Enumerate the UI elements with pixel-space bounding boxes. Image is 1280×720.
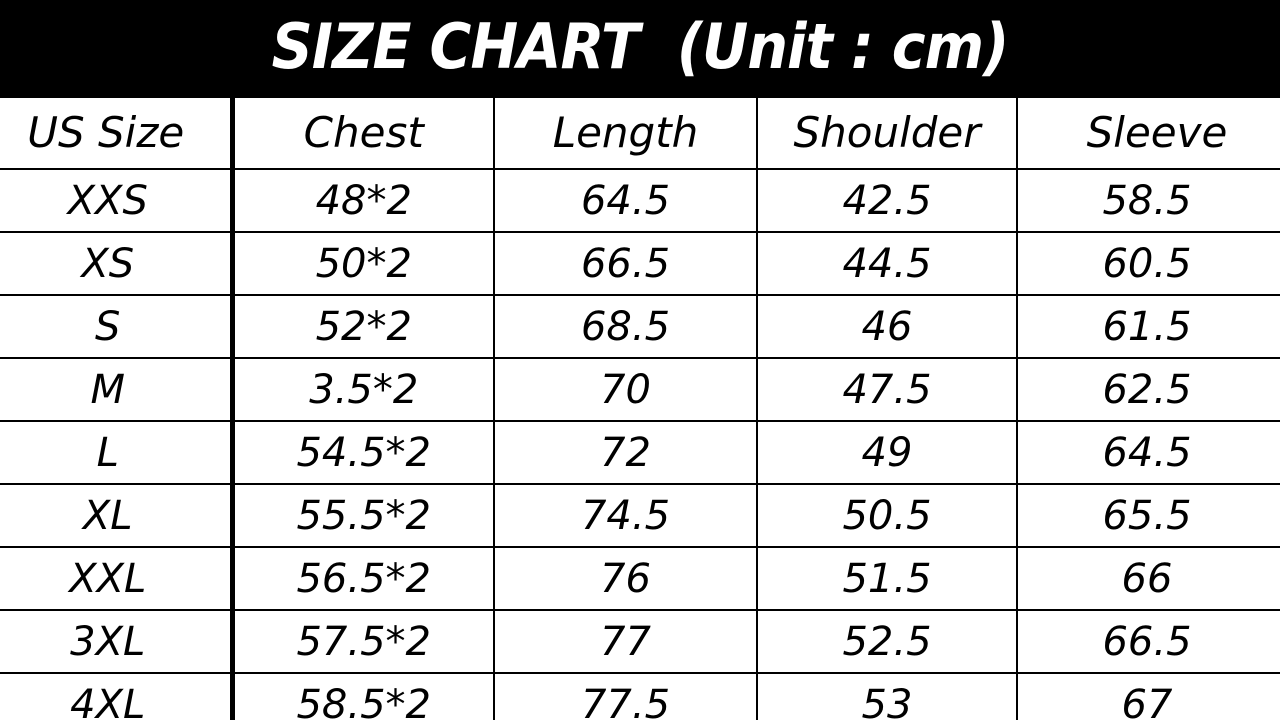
cell-shoulder: 47.5 [756,357,1017,422]
cell-us-size: L [0,420,235,485]
table-row: M 3.5*2 70 47.5 62.5 [0,357,1280,422]
table-header: US Size Chest Length Shoulder Sleeve [0,98,1280,170]
cell-length: 72 [493,420,757,485]
cell-chest: 50*2 [231,231,494,296]
cell-sleeve: 67 [1016,672,1280,720]
cell-chest: 52*2 [231,294,494,359]
cell-us-size: S [0,294,235,359]
column-header-us-size: US Size [0,98,235,170]
cell-length: 68.5 [493,294,757,359]
cell-us-size: XS [0,231,235,296]
cell-shoulder: 44.5 [756,231,1017,296]
column-header-chest: Chest [231,98,494,170]
cell-chest: 3.5*2 [231,357,494,422]
table-row: XS 50*2 66.5 44.5 60.5 [0,231,1280,296]
table-row: XXL 56.5*2 76 51.5 66 [0,546,1280,611]
table-row: S 52*2 68.5 46 61.5 [0,294,1280,359]
cell-length: 64.5 [493,168,757,233]
cell-chest: 58.5*2 [231,672,494,720]
size-chart-table: US Size Chest Length Shoulder Sleeve XXS… [0,98,1280,720]
cell-chest: 56.5*2 [231,546,494,611]
title-band: SIZE CHART (Unit : cm) [0,0,1280,98]
cell-shoulder: 51.5 [756,546,1017,611]
cell-shoulder: 46 [756,294,1017,359]
cell-length: 66.5 [493,231,757,296]
cell-chest: 57.5*2 [231,609,494,674]
cell-sleeve: 66.5 [1016,609,1280,674]
size-chart-table-container: US Size Chest Length Shoulder Sleeve XXS… [0,98,1280,720]
cell-us-size: XXL [0,546,235,611]
cell-us-size: 3XL [0,609,235,674]
table-row: XXS 48*2 64.5 42.5 58.5 [0,168,1280,233]
cell-us-size: M [0,357,235,422]
cell-sleeve: 61.5 [1016,294,1280,359]
cell-chest: 48*2 [231,168,494,233]
page-title: SIZE CHART (Unit : cm) [271,10,1010,83]
table-row: L 54.5*2 72 49 64.5 [0,420,1280,485]
column-header-length: Length [493,98,757,170]
cell-sleeve: 64.5 [1016,420,1280,485]
cell-length: 77 [493,609,757,674]
table-row: XL 55.5*2 74.5 50.5 65.5 [0,483,1280,548]
cell-sleeve: 60.5 [1016,231,1280,296]
cell-shoulder: 52.5 [756,609,1017,674]
cell-shoulder: 50.5 [756,483,1017,548]
cell-length: 74.5 [493,483,757,548]
cell-sleeve: 66 [1016,546,1280,611]
cell-us-size: XXS [0,168,235,233]
column-header-sleeve: Sleeve [1016,98,1280,170]
cell-length: 77.5 [493,672,757,720]
cell-shoulder: 53 [756,672,1017,720]
cell-chest: 54.5*2 [231,420,494,485]
cell-us-size: XL [0,483,235,548]
cell-chest: 55.5*2 [231,483,494,548]
cell-shoulder: 42.5 [756,168,1017,233]
cell-length: 76 [493,546,757,611]
cell-us-size: 4XL [0,672,235,720]
table-header-row: US Size Chest Length Shoulder Sleeve [0,98,1280,170]
table-row: 4XL 58.5*2 77.5 53 67 [0,672,1280,720]
table-row: 3XL 57.5*2 77 52.5 66.5 [0,609,1280,674]
column-header-shoulder: Shoulder [756,98,1017,170]
cell-sleeve: 62.5 [1016,357,1280,422]
cell-length: 70 [493,357,757,422]
cell-sleeve: 58.5 [1016,168,1280,233]
cell-sleeve: 65.5 [1016,483,1280,548]
cell-shoulder: 49 [756,420,1017,485]
table-body: XXS 48*2 64.5 42.5 58.5 XS 50*2 66.5 44.… [0,168,1280,720]
